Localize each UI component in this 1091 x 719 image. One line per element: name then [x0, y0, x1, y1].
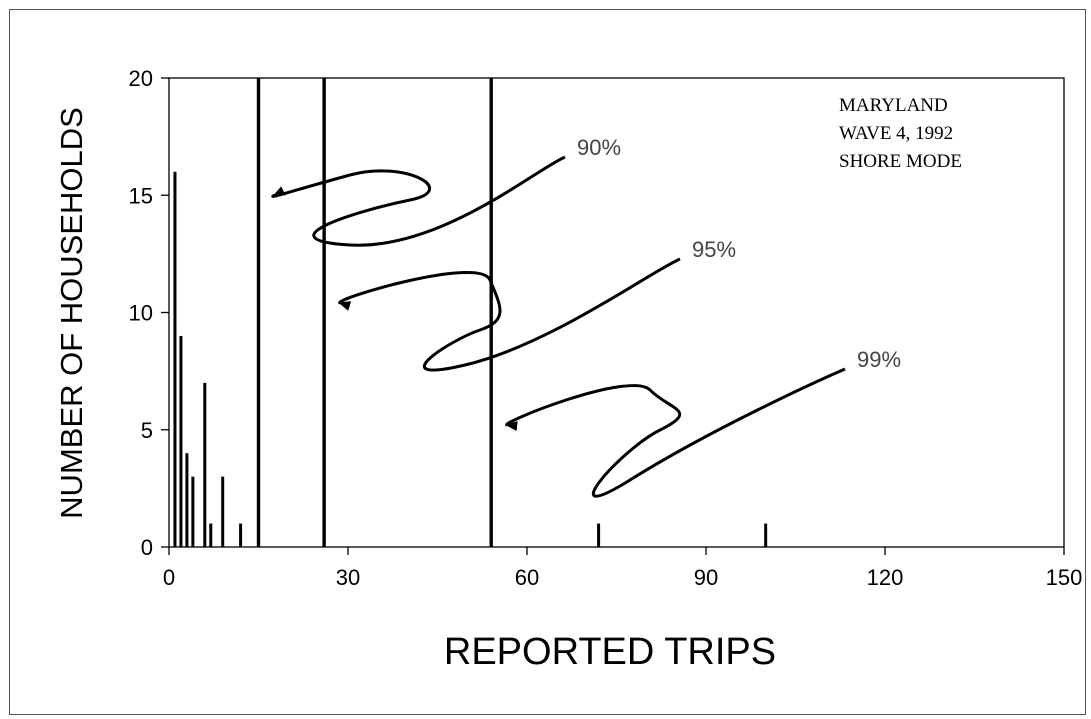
annotation-line-1: MARYLAND	[839, 95, 948, 116]
x-tick-label: 0	[163, 565, 175, 590]
y-tick-label: 20	[129, 66, 153, 91]
trips-histogram-chart: 90% 95% 99% 0 30 60 90 120 150 0 5 10 15 20 REPORTE…	[54, 66, 1082, 673]
bar	[597, 523, 601, 547]
bar	[191, 476, 195, 547]
x-tick-label: 90	[694, 565, 718, 590]
y-tick-label: 5	[141, 418, 153, 443]
bar	[185, 453, 189, 547]
y-axis-ticks: 0 5 10 15 20	[129, 66, 169, 560]
bar	[173, 171, 177, 548]
bar	[203, 382, 207, 547]
x-tick-label: 60	[515, 565, 539, 590]
percentile-label: 99%	[857, 347, 901, 372]
legend-annotation: MARYLAND WAVE 4, 1992 SHORE MODE	[839, 95, 962, 172]
x-tick-label: 30	[336, 565, 360, 590]
figure-frame: 90% 95% 99% 0 30 60 90 120 150 0 5 10 15 20 REPORTE…	[9, 9, 1086, 715]
arrows-group: 90% 95% 99%	[271, 135, 901, 498]
annotation-line-2: WAVE 4, 1992	[839, 123, 953, 144]
y-tick-label: 10	[129, 301, 153, 326]
percentile-lines-group	[256, 78, 493, 547]
annotation-line-3: SHORE MODE	[839, 151, 962, 172]
y-tick-label: 0	[141, 535, 153, 560]
curved-arrow	[505, 367, 846, 498]
bars-group	[173, 171, 768, 548]
x-axis-title: REPORTED TRIPS	[444, 631, 776, 673]
x-axis-ticks: 0 30 60 90 120 150	[163, 547, 1082, 590]
y-tick-label: 15	[129, 183, 153, 208]
x-tick-label: 120	[867, 565, 904, 590]
percentile-label: 95%	[692, 237, 736, 262]
curved-arrow	[271, 155, 566, 247]
bar	[221, 476, 225, 547]
bar	[239, 523, 243, 547]
bar	[209, 523, 213, 547]
x-tick-label: 150	[1046, 565, 1083, 590]
bar	[764, 523, 768, 547]
bar	[179, 335, 183, 547]
percentile-label: 90%	[577, 135, 621, 160]
curved-arrow	[338, 257, 681, 372]
y-axis-title: NUMBER OF HOUSEHOLDS	[54, 107, 89, 519]
